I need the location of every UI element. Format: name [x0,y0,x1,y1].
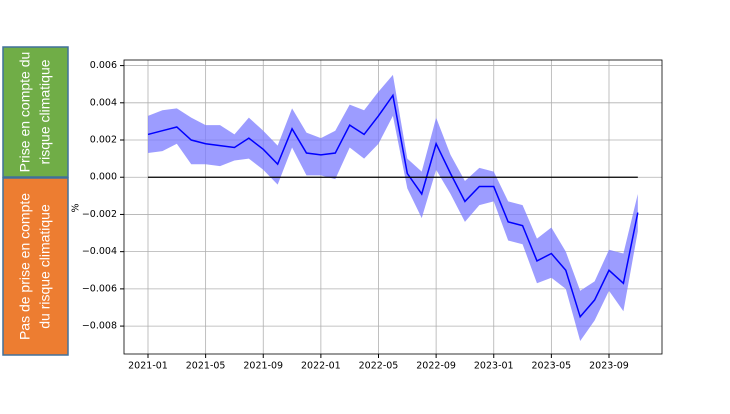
plot-frame [123,59,663,355]
y-tick-label: 0.006 [90,60,117,71]
y-tick-label: −0.006 [82,283,117,294]
side-box [2,177,69,356]
y-tick-label: 0.004 [90,97,117,108]
x-tick-label: 2022-01 [301,361,341,372]
side-box-text: Pas de prise en compte [17,193,33,340]
y-axis-label: % [71,203,82,212]
side-box-text: Prise en compte du [17,52,33,173]
x-tick-label: 2022-05 [359,361,399,372]
x-tick-label: 2023-01 [474,361,514,372]
y-tick-label: −0.008 [82,321,117,332]
confidence-band [148,74,638,341]
x-tick-label: 2023-05 [532,361,572,372]
x-tick-label: 2021-09 [243,361,283,372]
side-box [2,46,69,178]
x-tick-label: 2023-09 [589,361,629,372]
y-tick-label: 0.002 [90,135,117,146]
y-tick-label: −0.004 [82,246,117,257]
side-box-text: risque climatique [37,59,53,164]
line [147,93,639,319]
x-tick-label: 2021-01 [128,361,168,372]
x-tick-label: 2022-09 [416,361,456,372]
y-tick-label: −0.002 [82,209,117,220]
y-tick-label: 0.000 [90,172,117,183]
side-box-text: du risque climatique [37,204,53,329]
x-tick-label: 2021-05 [186,361,226,372]
